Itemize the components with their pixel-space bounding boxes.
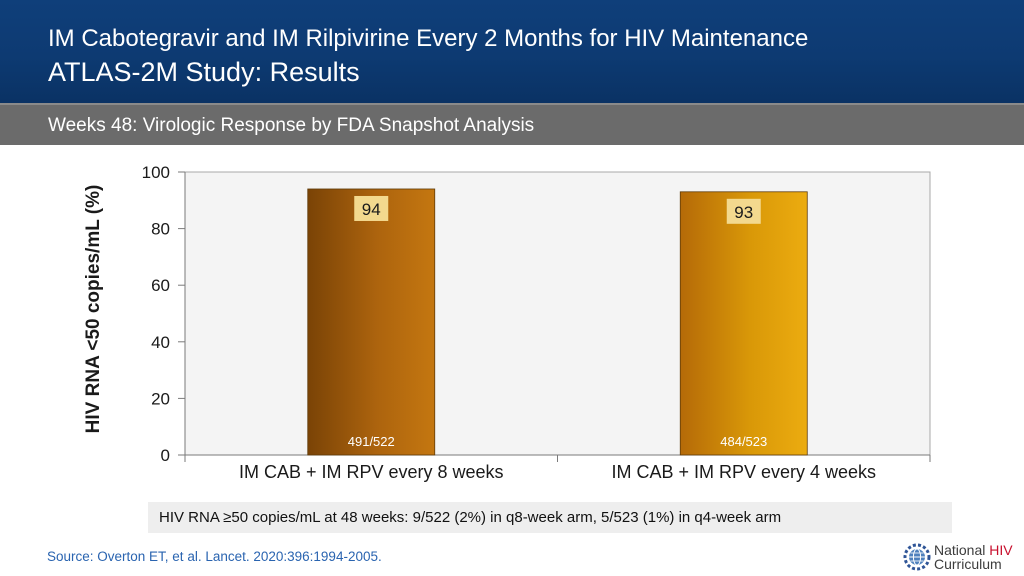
logo-text-national-hiv: National HIV bbox=[934, 543, 1013, 557]
y-axis-title: HIV RNA <50 copies/mL (%) bbox=[83, 185, 104, 434]
n-label: 484/523 bbox=[720, 434, 767, 449]
section-bar: Weeks 48: Virologic Response by FDA Snap… bbox=[0, 103, 1024, 145]
slide-title: IM Cabotegravir and IM Rilpivirine Every… bbox=[48, 25, 809, 52]
value-label: 93 bbox=[734, 203, 753, 222]
y-tick-label: 100 bbox=[142, 163, 170, 182]
slide-subtitle-study: ATLAS-2M Study: Results bbox=[48, 57, 360, 87]
y-tick-label: 0 bbox=[161, 446, 170, 465]
bar-chart: 0 20 40 60 80 100 94 491/522 93 484/523 IM CAB +… bbox=[83, 163, 931, 482]
section-title: Weeks 48: Virologic Response by FDA Snap… bbox=[48, 115, 535, 136]
x-category-label: IM CAB + IM RPV every 8 weeks bbox=[239, 462, 504, 482]
value-label-bg bbox=[726, 198, 761, 224]
gear-globe-icon bbox=[903, 543, 931, 571]
bar-2 bbox=[679, 191, 808, 456]
y-tick-label: 40 bbox=[151, 333, 170, 352]
n-label: 491/522 bbox=[348, 434, 395, 449]
header-banner: IM Cabotegravir and IM Rilpivirine Every… bbox=[0, 0, 1024, 103]
x-category-label: IM CAB + IM RPV every 4 weeks bbox=[611, 462, 876, 482]
logo-word-national: National bbox=[934, 542, 990, 558]
footnote-box: HIV RNA ≥50 copies/mL at 48 weeks: 9/522… bbox=[148, 502, 952, 533]
y-tick-label: 60 bbox=[151, 276, 170, 295]
value-label-bg bbox=[354, 195, 389, 221]
value-label: 94 bbox=[362, 200, 381, 219]
y-tick-label: 80 bbox=[151, 220, 170, 239]
national-hiv-curriculum-logo: National HIV Curriculum bbox=[900, 539, 1020, 573]
plot-area bbox=[184, 171, 931, 456]
logo-word-hiv: HIV bbox=[989, 542, 1013, 558]
y-tick-label: 20 bbox=[151, 389, 170, 408]
footnote-text: HIV RNA ≥50 copies/mL at 48 weeks: 9/522… bbox=[159, 509, 782, 526]
source-citation: Source: Overton ET, et al. Lancet. 2020:… bbox=[47, 549, 382, 564]
bar-1 bbox=[307, 188, 436, 456]
logo-text-curriculum: Curriculum bbox=[934, 556, 1002, 572]
